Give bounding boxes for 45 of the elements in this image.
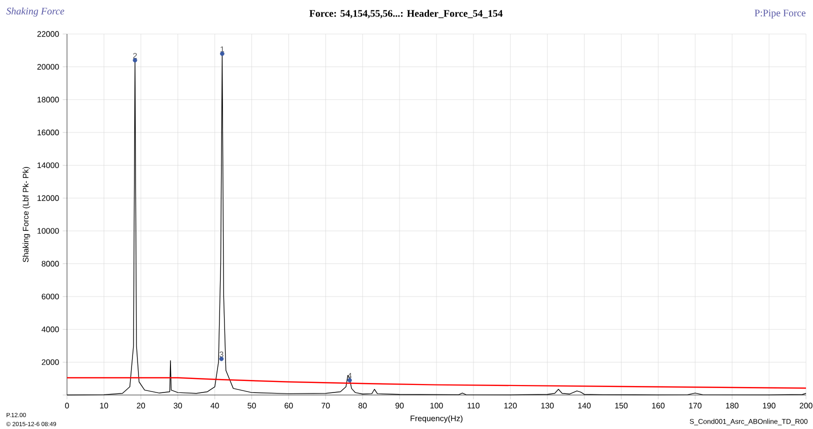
point bbox=[132, 58, 138, 62]
x-tick-label: 150 bbox=[615, 402, 628, 408]
y-tick-label: 10000 bbox=[38, 228, 59, 234]
x-tick-label: 190 bbox=[762, 402, 776, 408]
y-tick-label: 20000 bbox=[37, 64, 59, 70]
x-tick-label: 170 bbox=[689, 402, 702, 408]
y-tick-label: 8000 bbox=[42, 260, 59, 267]
point bbox=[219, 356, 224, 362]
x-tick-label: 0 bbox=[65, 402, 69, 408]
x-tick-label: 30 bbox=[174, 402, 182, 408]
annotation: 3 bbox=[220, 352, 224, 358]
annotation: 1 bbox=[220, 46, 224, 52]
y-tick-label: 14000 bbox=[38, 162, 59, 168]
y-axis-title: Shaking Force (Lbf Pk- Pk) bbox=[22, 166, 30, 262]
y-tick-label: 16000 bbox=[38, 130, 59, 136]
x-tick-label: 90 bbox=[395, 402, 404, 408]
point bbox=[347, 378, 352, 382]
x-tick-label: 130 bbox=[541, 402, 554, 408]
text: P:Pipe Force bbox=[754, 10, 806, 18]
x-tick-label: 10 bbox=[100, 402, 108, 408]
x-tick-label: 200 bbox=[800, 402, 812, 408]
x-tick-label: 180 bbox=[726, 402, 738, 408]
line-series bbox=[66, 377, 807, 389]
annotation: 2 bbox=[133, 52, 137, 59]
x-tick-label: 110 bbox=[468, 402, 480, 408]
annotation: 4 bbox=[348, 373, 352, 379]
x-tick-label: 120 bbox=[504, 402, 517, 408]
y-tick-label: 22000 bbox=[37, 31, 59, 37]
x-tick-label: 100 bbox=[430, 402, 443, 408]
y-tick-label: 2000 bbox=[42, 359, 59, 366]
chart-title: Force: 54,154,55,56...: Header_Force_54_154 bbox=[309, 10, 503, 18]
x-tick-label: 60 bbox=[284, 402, 293, 408]
x-axis-title: Frequency(Hz) bbox=[410, 415, 462, 423]
y-tick-label: 6000 bbox=[42, 294, 59, 300]
x-tick-label: 50 bbox=[248, 402, 256, 408]
text: Shaking Force bbox=[6, 7, 64, 17]
x-tick-label: 140 bbox=[578, 402, 591, 408]
y-tick-label: 12000 bbox=[38, 195, 59, 201]
y-tick-label: 18000 bbox=[38, 96, 59, 102]
x-tick-label: 40 bbox=[210, 402, 219, 408]
x-tick-label: 160 bbox=[652, 402, 665, 408]
x-tick-label: 70 bbox=[322, 402, 330, 408]
y-tick-label: 4000 bbox=[42, 326, 59, 332]
x-tick-label: 20 bbox=[136, 402, 146, 408]
x-tick-label: 80 bbox=[358, 402, 367, 408]
